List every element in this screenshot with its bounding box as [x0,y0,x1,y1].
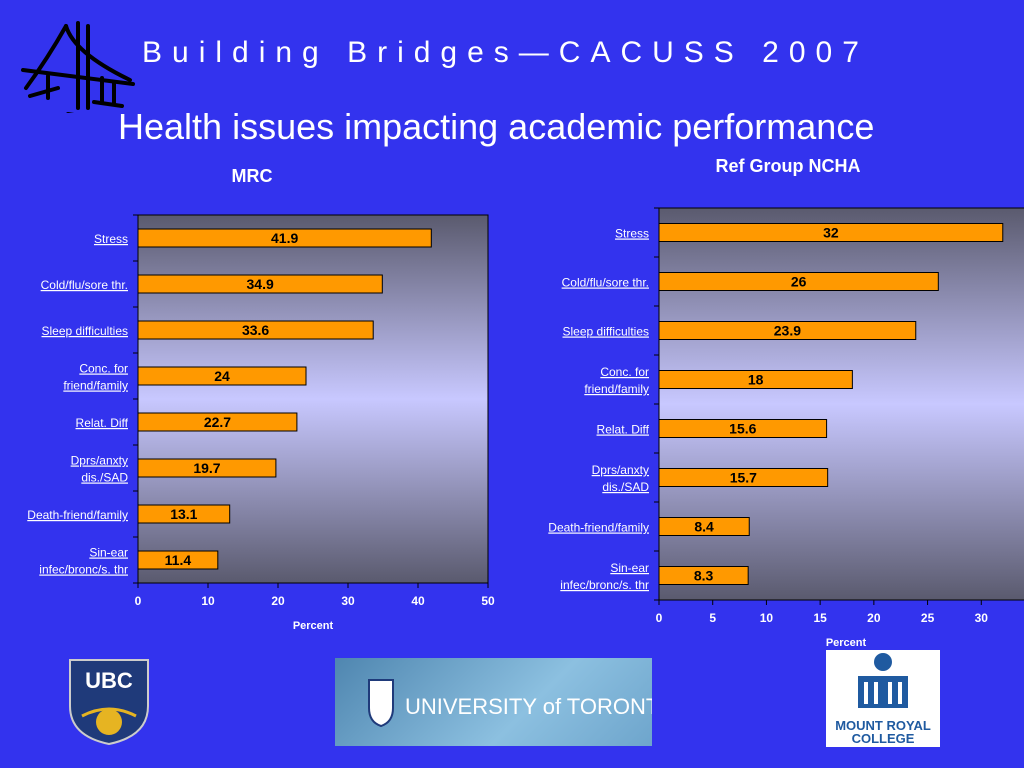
x-tick-label: 30 [341,594,355,608]
x-tick-label: 40 [411,594,425,608]
mount-royal-text-1: MOUNT ROYAL [835,718,931,733]
ubc-logo-text: UBC [85,668,133,693]
mount-royal-logo: MOUNT ROYAL COLLEGE [826,650,940,747]
category-label: friend/family [584,382,649,396]
data-label: 8.3 [694,568,714,584]
data-label: 41.9 [271,230,298,246]
x-axis-label: Percent [293,620,334,632]
bar [658,272,939,291]
chart-title-mrc: MRC [231,166,273,186]
chart-title-ncha: Ref Group NCHA [715,156,861,176]
category-label: Cold/flu/sore thr. [562,276,649,290]
category-label: Sleep difficulties [563,325,650,339]
category-label: infec/bronc/s. thr [560,578,649,592]
category-label: dis./SAD [602,480,649,494]
ubc-logo: UBC [68,658,150,746]
data-label: 32 [823,225,839,241]
bar [658,566,749,585]
category-label: Conc. for [600,365,649,379]
data-label: 8.4 [694,519,714,535]
data-label: 33.6 [242,322,269,338]
bar [137,412,298,432]
bridge-logo-icon [18,18,138,118]
data-label: 22.7 [204,414,231,430]
data-label: 11.4 [165,552,192,568]
university-of-toronto-logo: UNIVERSITY of TORONTO [335,658,676,746]
category-label: Sin-ear [89,546,128,560]
bar [137,274,383,294]
category-label: Relat. Diff [597,423,650,437]
category-label: Relat. Diff [76,416,129,430]
x-tick-label: 20 [271,594,285,608]
data-label: 24 [214,368,230,384]
data-label: 34.9 [247,276,274,292]
category-label: Death-friend/family [548,521,649,535]
bar [137,228,432,248]
chart-mrc: 41.9 Stress 34.9 Cold/flu/sore thr. 33.6 Slee… [27,214,495,632]
x-tick-label: 25 [921,611,935,625]
bar [137,320,374,340]
slide-title: Health issues impacting academic perform… [118,106,875,147]
x-axis-label: Percent [826,637,867,649]
category-label: Cold/flu/sore thr. [41,278,128,292]
data-label: 23.9 [774,323,801,339]
data-label: 18 [748,372,764,388]
x-tick-label: 0 [135,594,142,608]
category-label: dis./SAD [81,471,128,485]
header-title: Building Bridges—CACUSS 2007 [142,36,869,69]
bar [137,366,307,386]
category-label: Stress [615,227,649,241]
x-tick-label: 20 [867,611,881,625]
x-tick-label: 15 [813,611,827,625]
category-label: Dprs/anxty [71,454,128,468]
bar [658,321,917,340]
x-tick-label: 0 [656,611,663,625]
chart-ncha: 32 Stress 26 Cold/flu/sore thr. 23.9 Sleep di… [548,207,1024,649]
bar [658,370,853,389]
category-label: Conc. for [79,362,128,376]
data-label: 13.1 [170,506,197,522]
category-label: infec/bronc/s. thr [39,563,128,577]
data-label: 15.7 [730,470,757,486]
category-label: Sleep difficulties [42,324,129,338]
x-tick-label: 5 [709,611,716,625]
toronto-logo-text: UNIVERSITY of TORONTO [405,694,652,719]
plot-area [658,207,1024,601]
bar [658,517,750,536]
category-label: Stress [94,232,128,246]
bar [658,419,828,438]
mount-royal-text-2: COLLEGE [852,731,915,746]
x-tick-label: 10 [201,594,215,608]
category-label: Dprs/anxty [592,463,649,477]
bar [137,504,231,524]
bar [658,468,829,487]
category-label: Death-friend/family [27,508,128,522]
plot-area [137,214,489,584]
data-label: 19.7 [193,460,220,476]
data-label: 26 [791,274,807,290]
bar [658,223,1004,242]
x-tick-label: 50 [481,594,495,608]
x-tick-label: 30 [975,611,989,625]
category-label: Sin-ear [610,561,649,575]
data-label: 15.6 [729,421,756,437]
category-label: friend/family [63,379,128,393]
bar [137,458,277,478]
x-tick-label: 10 [760,611,774,625]
bar [137,550,219,570]
